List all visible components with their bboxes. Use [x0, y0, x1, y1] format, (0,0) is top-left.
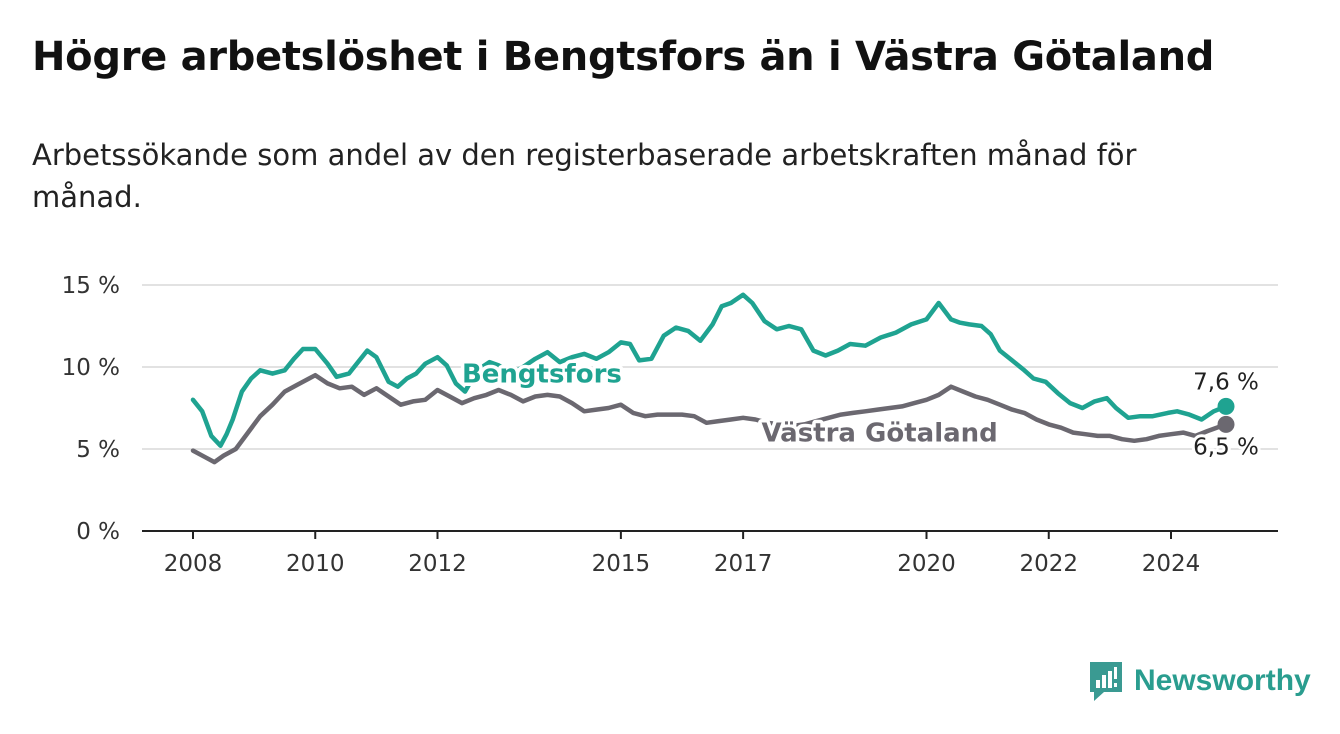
x-tick-label: 2015: [592, 551, 651, 577]
series-lines: [190, 292, 1235, 465]
series-label-bengtsfors: Bengtsfors: [462, 360, 622, 390]
x-tick-label: 2024: [1142, 551, 1201, 577]
chart-title: Högre arbetslöshet i Bengtsfors än i Väs…: [32, 34, 1215, 80]
y-tick-label: 0 %: [76, 519, 120, 545]
y-tick-label: 15 %: [62, 273, 120, 299]
x-tick-label: 2008: [164, 551, 223, 577]
end-point-v-stra-g-taland: [1217, 415, 1235, 433]
series-line-v-stra-g-taland: [190, 372, 1229, 465]
y-tick-label: 10 %: [62, 355, 120, 381]
x-tick-label: 2010: [286, 551, 345, 577]
x-tick-label: 2017: [714, 551, 773, 577]
chart-labels: Bengtsfors Västra Götaland 7,6 % 6,5 %: [458, 356, 1261, 463]
chart-subtitle: Arbetssökande som andel av den registerb…: [32, 138, 1137, 214]
series-label-v-stra-g-taland: Västra Götaland: [761, 419, 997, 449]
x-tick-label: 2012: [408, 551, 467, 577]
end-value-label: 7,6 %: [1193, 369, 1259, 395]
y-tick-label: 5 %: [76, 437, 120, 463]
brand-logo: Newsworthy: [1088, 660, 1311, 702]
end-value-label: 6,5 %: [1193, 434, 1259, 460]
end-point-bengtsfors: [1217, 397, 1235, 415]
axes: 0 % 5 % 10 % 15 % 2008 2010 2012 2015 2017 2020 20…: [62, 273, 1278, 577]
x-tick-label: 2022: [1019, 551, 1078, 577]
x-tick-label: 2020: [897, 551, 956, 577]
brand-name: Newsworthy: [1134, 664, 1311, 697]
series-line-bengtsfors: [190, 292, 1229, 448]
newsworthy-logo-icon: [1090, 662, 1122, 701]
